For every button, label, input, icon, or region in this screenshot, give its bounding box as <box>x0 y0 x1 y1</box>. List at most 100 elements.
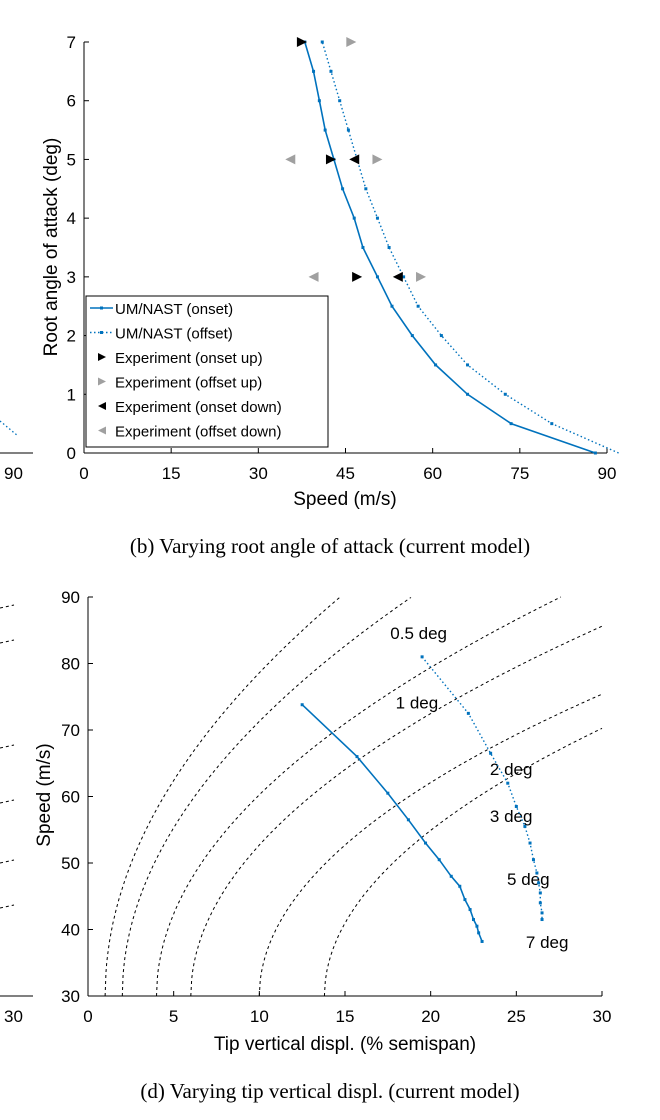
panel-b-series-point <box>402 275 406 279</box>
panel-b-series-point <box>434 363 438 367</box>
panel-b-y-tick-label: 5 <box>67 150 76 169</box>
panel-b-series-point <box>375 216 379 220</box>
panel-d-series-point <box>386 791 390 795</box>
panel-d-series-point <box>355 755 359 759</box>
panel-d-series-point <box>472 918 475 922</box>
panel-d-iso-line <box>104 596 341 997</box>
panel-b-legend-swatch <box>98 353 106 361</box>
panel-b-series-point <box>329 69 333 73</box>
left-fragment-dashed <box>0 859 15 864</box>
panel-b-series-point <box>320 40 324 44</box>
panel-d-x-tick-label: 5 <box>169 1007 178 1026</box>
panel-d-series-point <box>406 818 410 822</box>
panel-b-experiment-marker <box>416 271 427 282</box>
panel-d-series-point <box>466 711 470 715</box>
panel-b-y-tick-label: 1 <box>67 385 76 404</box>
panel-d-series-point <box>480 939 484 943</box>
panel-d-series-point <box>489 751 493 755</box>
panel-d-ylabel: Speed (m/s) <box>34 743 55 846</box>
panel-d-x-tick-label: 15 <box>336 1007 355 1026</box>
panel-d-iso-label-bg <box>480 759 543 780</box>
panel-b-experiment-marker <box>296 37 307 47</box>
panel-d-x-tick-label: 30 <box>593 1007 612 1026</box>
panel-d-y-tick-label: 30 <box>61 987 80 1006</box>
panel-d-iso-label: 7 deg <box>526 933 569 952</box>
panel-d-caption: (d) Varying tip vertical displ. (current… <box>140 1079 519 1103</box>
panel-b-experiment-marker <box>346 37 357 47</box>
panel-d-series-point <box>420 655 424 659</box>
panel-d-iso-label-bg <box>387 622 450 643</box>
panel-d-series-point <box>468 908 472 912</box>
panel-d-series-line <box>421 656 543 920</box>
left-fragment-dashed <box>0 639 15 644</box>
panel-b-legend-label: UM/NAST (offset) <box>115 326 233 343</box>
panel-b-series-point <box>338 99 342 103</box>
panel-d-y-tick-label: 60 <box>61 788 80 807</box>
panel-d-iso-line <box>190 625 603 997</box>
panel-b-series-point <box>375 275 379 279</box>
panel-d-x-tick-label: 10 <box>250 1007 269 1026</box>
panel-b-series-point <box>352 216 356 220</box>
panel-b-series-point <box>323 128 327 132</box>
panel-b-series-point <box>390 304 394 308</box>
panel-b-legend-swatch <box>98 402 106 410</box>
panel-d-series-point <box>514 804 518 808</box>
panel-d-iso-label: 1 deg <box>396 694 439 713</box>
panel-d-iso-label: 3 deg <box>490 807 533 826</box>
panel-d-y-tick-label: 90 <box>61 588 80 607</box>
panel-b-x-tick-label: 60 <box>423 464 442 483</box>
panel-b-legend-label: Experiment (onset down) <box>115 399 282 416</box>
panel-b-x-tick-label: 15 <box>162 464 181 483</box>
panel-d-y-tick-label: 40 <box>61 921 80 940</box>
panel-d-y-tick-label: 80 <box>61 655 80 674</box>
panel-b-series <box>285 37 619 455</box>
panel-b-series-point <box>387 246 391 249</box>
panel-b-y-tick-label: 2 <box>67 327 76 346</box>
panel-b-experiment-marker <box>325 154 336 165</box>
left-fragment-dashed <box>0 604 15 609</box>
panel-d-iso-label: 0.5 deg <box>390 624 447 643</box>
left-fragment-curve <box>0 420 19 437</box>
panel-b-x-tick-label: 75 <box>510 464 529 483</box>
panel-b-legend-label: Experiment (offset up) <box>115 375 262 392</box>
panel-b-series-point <box>550 422 554 426</box>
panel-b-series-line <box>304 41 596 454</box>
panel-d-series-point <box>477 931 481 935</box>
panel-b-y-tick-label: 3 <box>67 268 76 287</box>
panel-b-y-tick-label: 6 <box>67 92 76 111</box>
panel-b-series-point <box>341 187 345 191</box>
panel-d-iso-label-bg <box>516 932 579 953</box>
panel-b-series-point <box>364 187 368 191</box>
left-fragment-dashed <box>0 904 15 909</box>
panel-b-legend-label: UM/NAST (onset) <box>115 301 233 318</box>
panel-b-series-point <box>312 69 316 73</box>
panel-d-series-point <box>528 841 532 845</box>
panel-b-experiment-marker <box>352 271 363 282</box>
panel-d-axes: 0 5 10 15 20 25 30 30 40 50 60 70 80 90 <box>61 588 611 1026</box>
panel-d-iso-line <box>121 597 412 997</box>
panel-d-x-tick-label: 0 <box>83 1007 92 1026</box>
panel-d-iso-label: 5 deg <box>507 870 550 889</box>
panel-b-series-point <box>439 334 443 338</box>
panel-d-series-point <box>424 841 428 845</box>
panel-b-experiment-marker <box>392 271 403 282</box>
panel-b-series-point <box>346 128 350 132</box>
panel-d-series-point <box>540 911 544 915</box>
left-panel-fragments: 90 30 <box>0 420 33 1026</box>
panel-d-series-point <box>463 898 467 902</box>
panel-d-iso-line <box>156 596 562 997</box>
panel-d-iso-label-bg <box>497 868 560 889</box>
chart-panel-d: 0 5 10 15 20 25 30 30 40 50 60 70 80 90 0.5 deg 1 deg 2… <box>34 588 611 1103</box>
panel-b-series-point <box>593 451 597 455</box>
panel-b-series-point <box>466 392 470 396</box>
panel-d-series-point <box>300 703 304 707</box>
panel-b-experiment-marker <box>349 154 360 165</box>
panel-d-y-tick-label: 50 <box>61 854 80 873</box>
panel-d-series-point <box>535 871 539 875</box>
panel-b-series-point <box>416 304 420 308</box>
panel-b-legend-swatch <box>98 377 106 386</box>
left-fragment-dashed <box>0 799 15 804</box>
panel-d-series <box>300 655 544 943</box>
